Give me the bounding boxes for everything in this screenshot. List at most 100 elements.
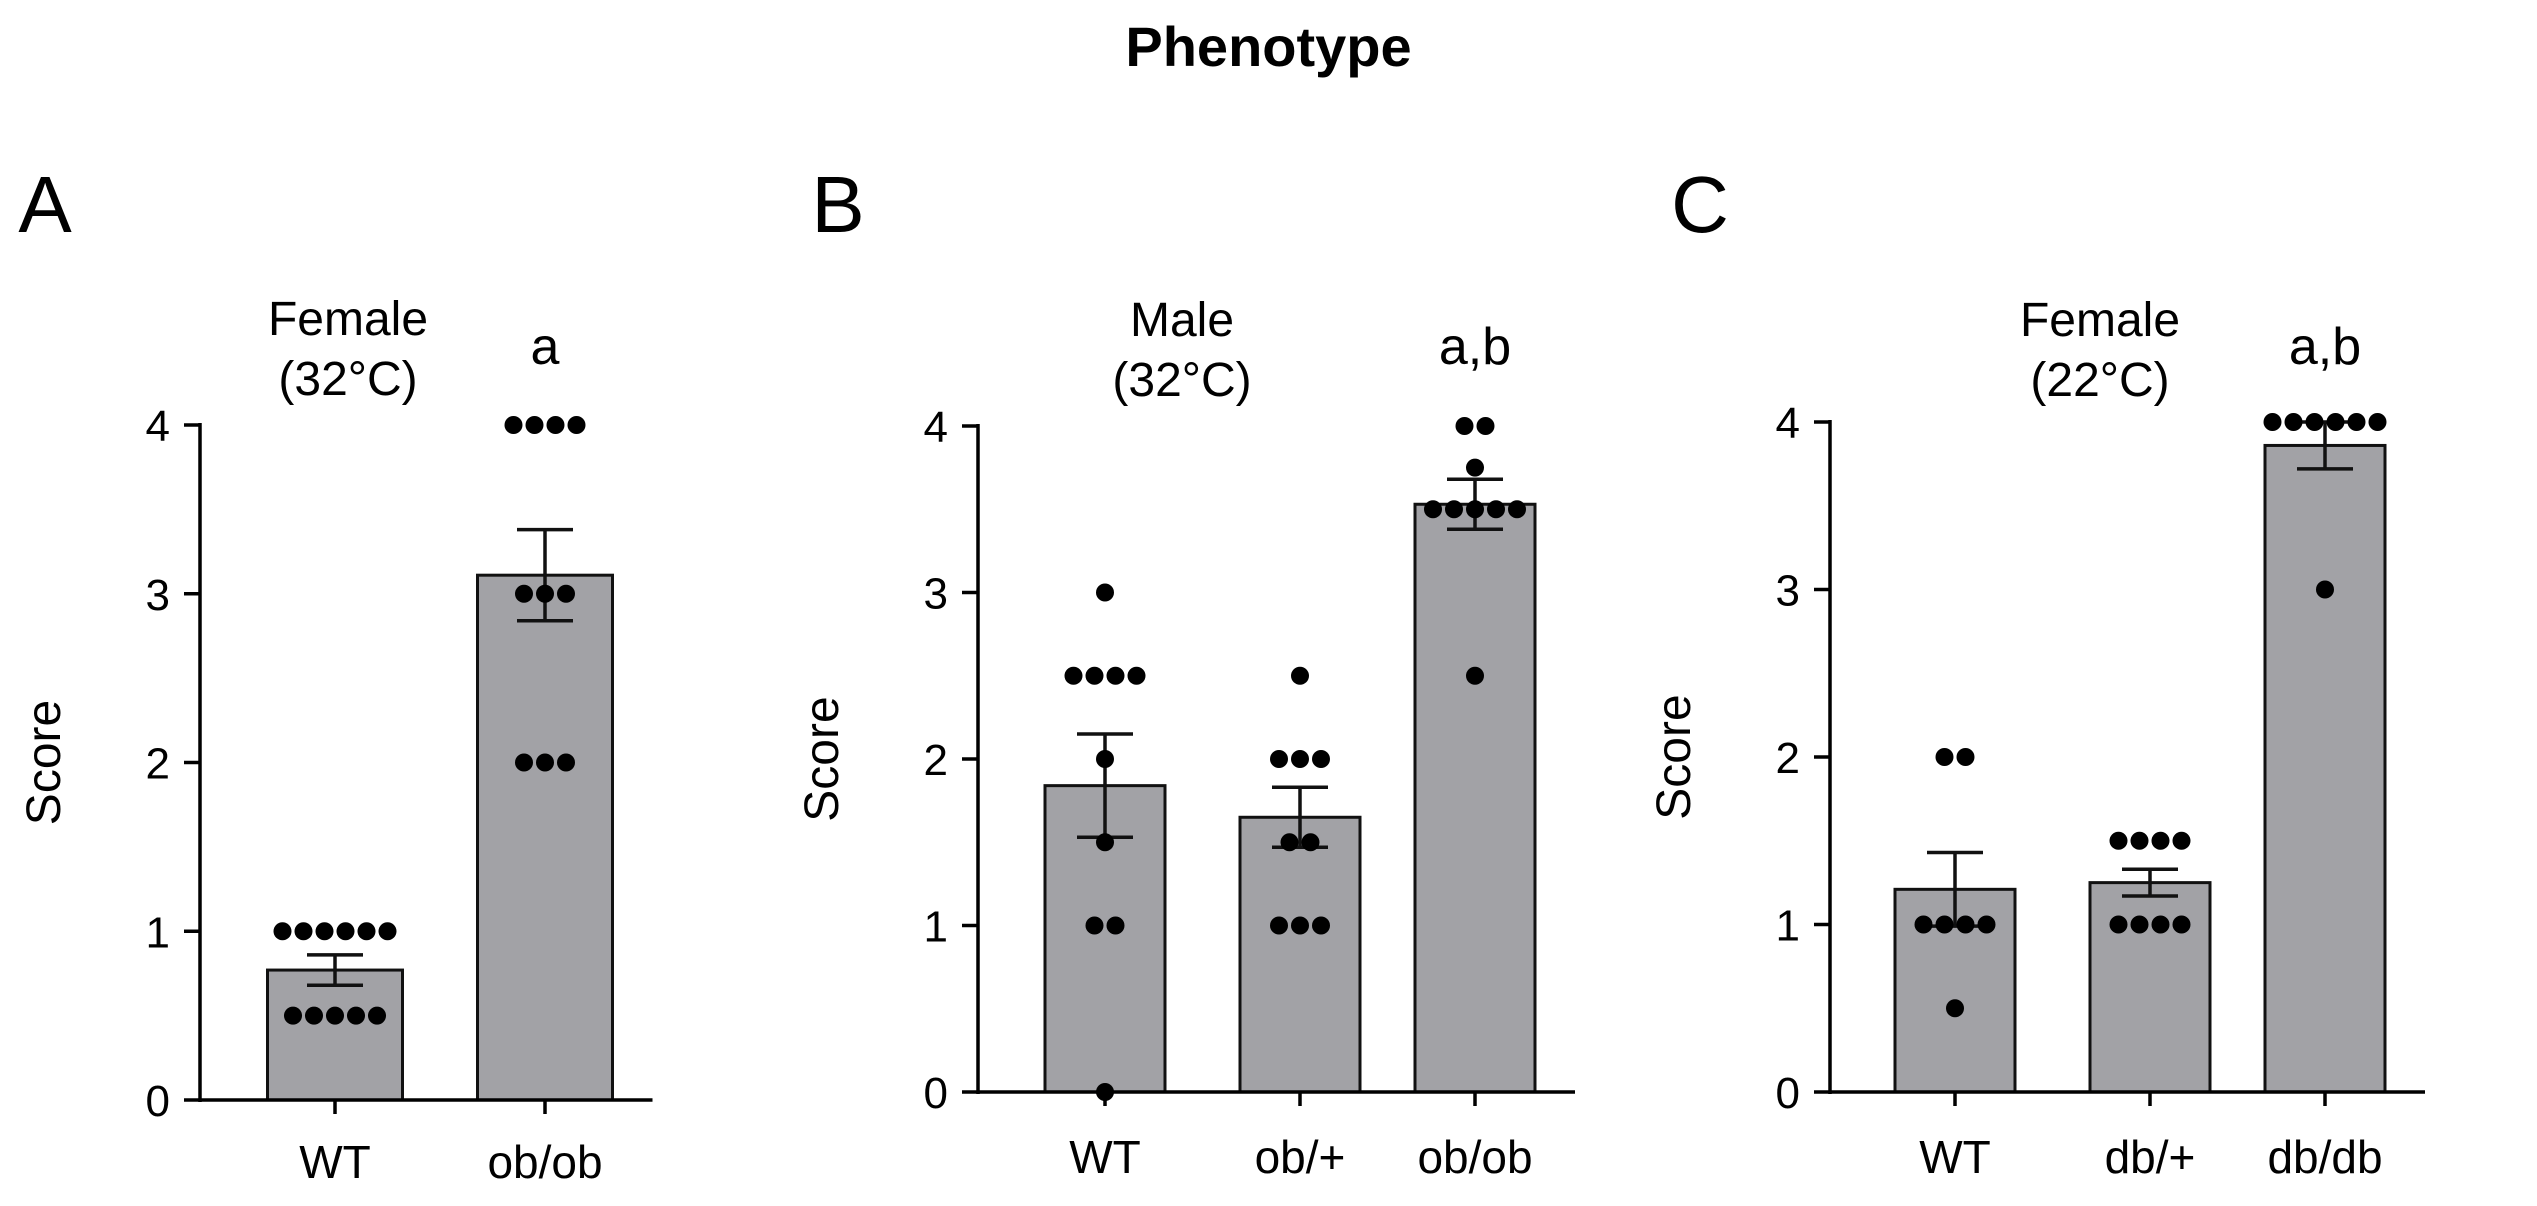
y-tick-label: 4 [1776, 399, 1800, 448]
data-point [1085, 916, 1104, 935]
y-axis-label: Score [18, 700, 71, 825]
data-point [1270, 916, 1288, 935]
data-point [1291, 916, 1309, 935]
bar [2263, 443, 2387, 1094]
data-point [536, 584, 554, 603]
y-tick-label: 2 [1776, 734, 1800, 783]
annotation-line: (32°C) [1112, 354, 1251, 407]
data-point [1291, 666, 1309, 685]
data-point [326, 1006, 344, 1025]
data-point [1312, 916, 1330, 935]
data-point [1106, 916, 1125, 935]
data-point [1445, 500, 1463, 519]
data-point [357, 922, 376, 941]
data-point [347, 1006, 365, 1025]
data-point [1946, 999, 1964, 1018]
data-point [546, 416, 565, 434]
bar [476, 573, 614, 1102]
significance-label: a [531, 318, 560, 376]
annotation-line: Female [268, 293, 428, 346]
significance-label: a,b [1439, 318, 1511, 376]
annotation-line: (22°C) [2030, 354, 2169, 407]
data-point [1291, 750, 1309, 768]
y-tick-label: 2 [146, 740, 170, 789]
data-point [2130, 915, 2149, 934]
data-point [515, 753, 533, 772]
y-tick-label: 1 [1776, 902, 1800, 951]
data-point [1476, 417, 1495, 435]
y-tick-label: 0 [1776, 1069, 1800, 1118]
data-point [1508, 500, 1526, 519]
data-point [1106, 666, 1125, 685]
data-point [1301, 833, 1320, 852]
y-tick-label: 3 [1776, 567, 1800, 616]
data-point [1064, 666, 1083, 685]
x-category-label: ob/ob [1417, 1131, 1532, 1183]
data-point [2347, 413, 2366, 431]
y-tick-label: 4 [146, 402, 170, 451]
data-point [1466, 500, 1484, 519]
data-point [2172, 915, 2191, 934]
figure-title: Phenotype [1125, 15, 1412, 78]
y-tick-label: 3 [146, 571, 170, 620]
annotation-line: Male [1130, 294, 1234, 347]
annotation-line: (32°C) [278, 353, 417, 406]
significance-label: a,b [2289, 318, 2361, 376]
data-point [336, 922, 355, 941]
data-point [294, 922, 313, 941]
data-point [2151, 915, 2170, 934]
y-tick-label: 0 [924, 1069, 948, 1118]
y-axis-label: Score [796, 696, 849, 821]
data-point [536, 753, 554, 772]
data-point [2109, 915, 2128, 934]
x-category-label: ob/+ [1255, 1131, 1346, 1183]
data-point [1935, 748, 1954, 766]
y-tick-label: 1 [924, 903, 948, 952]
data-point [2172, 831, 2191, 850]
data-point [315, 922, 334, 941]
data-point [567, 416, 586, 434]
data-point [1312, 750, 1330, 768]
data-point [1466, 666, 1484, 685]
data-point [284, 1006, 302, 1025]
panel-letter: A [18, 160, 72, 249]
data-point [515, 584, 533, 603]
data-point [273, 922, 292, 941]
data-point [1085, 666, 1104, 685]
bar [2088, 881, 2212, 1094]
data-point [1096, 833, 1114, 852]
data-point [557, 584, 575, 603]
bar [266, 968, 404, 1102]
data-point [525, 416, 544, 434]
y-tick-label: 4 [924, 403, 948, 452]
data-point [2130, 831, 2149, 850]
data-point [1096, 583, 1114, 602]
data-point [368, 1006, 386, 1025]
panel-letter: B [811, 160, 864, 249]
data-point [1977, 915, 1996, 934]
data-point [504, 416, 523, 434]
y-tick-label: 2 [924, 736, 948, 785]
data-point [1914, 915, 1933, 934]
data-point [1127, 666, 1146, 685]
data-point [1096, 1083, 1114, 1101]
x-category-label: ob/ob [487, 1136, 602, 1188]
data-point [2326, 413, 2345, 431]
x-category-label: WT [1069, 1131, 1141, 1183]
data-point [1280, 833, 1299, 852]
data-point [1424, 500, 1442, 519]
annotation-line: Female [2020, 294, 2180, 347]
data-point [1455, 417, 1474, 435]
x-category-label: db/db [2267, 1131, 2382, 1183]
data-point [1270, 750, 1288, 768]
data-point [2316, 580, 2334, 599]
bar [1413, 502, 1537, 1094]
data-point [2109, 831, 2128, 850]
x-category-label: WT [299, 1136, 371, 1188]
x-category-label: db/+ [2105, 1131, 2196, 1183]
data-point [2368, 413, 2387, 431]
panel-annotation: Female (22°C) [2020, 294, 2180, 407]
data-point [1096, 750, 1114, 768]
data-point [2284, 413, 2303, 431]
